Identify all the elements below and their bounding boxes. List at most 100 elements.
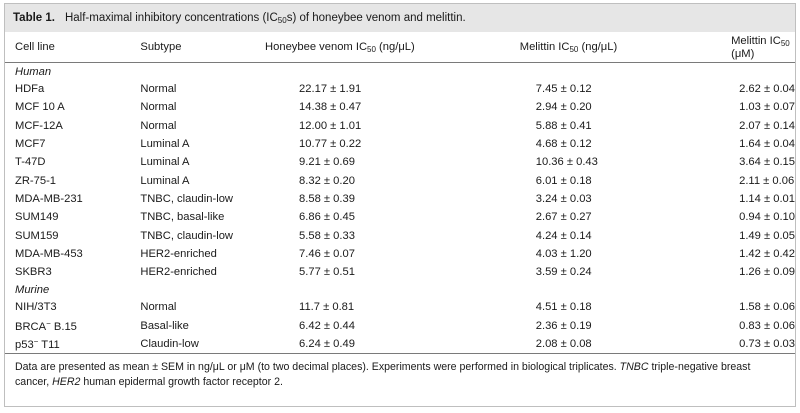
- footnote-tnbc-def: triple-negative breast cancer,: [15, 361, 751, 389]
- cell-line: MCF7: [5, 135, 140, 153]
- cell-line-name: HDFa: [15, 83, 45, 96]
- footnote-her2-def: human epidermal growth factor receptor 2…: [80, 376, 283, 389]
- venom-ic50: 11.7 ± 0.81: [299, 301, 355, 314]
- venom-ic50: 8.58 ± 0.39: [299, 192, 355, 205]
- subtype: HER2-enriched: [140, 266, 217, 279]
- melittin-ic50-um: 1.58 ± 0.06: [739, 301, 795, 314]
- melittin-ic50-um: 0.83 ± 0.06: [739, 319, 795, 332]
- footnote-tnbc: TNBC: [619, 361, 649, 374]
- melittin-ic50-um: 2.07 ± 0.14: [739, 119, 795, 132]
- melittin-ic50-um: 2.62 ± 0.04: [739, 83, 795, 96]
- cell-line: SUM149: [5, 208, 140, 226]
- subtype: Normal: [140, 83, 177, 96]
- header-mel-pre: Melittin IC: [519, 40, 570, 53]
- footnote-text: Data are presented as mean ± SEM in ng/μ…: [15, 361, 620, 374]
- cell-line-name: MCF-12A: [15, 119, 63, 132]
- melittin-ic50: 3.24 ± 0.03: [535, 192, 592, 205]
- subtype: TNBC, claudin-low: [140, 192, 233, 205]
- melittin-ic50: 3.59 ± 0.24: [535, 266, 592, 279]
- caption-post: s) of honeybee venom and melittin.: [286, 11, 466, 24]
- melittin-ic50: 6.01 ± 0.18: [535, 174, 592, 187]
- melittin-ic50: 2.94 ± 0.20: [535, 101, 592, 114]
- table-row: MDA-MB-453 HER2-enriched 7.46 ± 0.07 4.03 ±…: [5, 245, 795, 263]
- cell-line: ZR-75-1: [5, 171, 140, 189]
- cell-line: MCF 10 A: [5, 98, 140, 116]
- melittin-ic50-um: 1.49 ± 0.05: [739, 229, 795, 242]
- header-venom-sub: 50: [367, 44, 376, 54]
- venom-ic50: 12.00 ± 1.01: [299, 119, 362, 132]
- table-row: MCF-12A Normal 12.00 ± 1.01 5.88 ± 0.41 2.07…: [5, 117, 795, 135]
- cell-line-name: SKBR3: [15, 266, 52, 279]
- melittin-ic50: 5.88 ± 0.41: [535, 119, 592, 132]
- table-row: p53− T11 Claudin-low 6.24 ± 0.49 2.08 ± 0.0…: [5, 334, 795, 355]
- header-mel-unit: (ng/μL): [578, 40, 618, 53]
- header-mel-um-unit: (μM): [731, 47, 755, 60]
- subtype: Normal: [140, 301, 177, 314]
- melittin-ic50-um: 1.14 ± 0.01: [739, 192, 795, 205]
- subtype: Basal-like: [140, 319, 189, 332]
- cell-line-name: NIH/3T3: [15, 301, 57, 314]
- table-body: Human HDFa Normal 22.17 ± 1.91 7.45 ± 0.12 2.…: [5, 63, 795, 355]
- subtype: Normal: [140, 101, 177, 114]
- venom-ic50: 6.24 ± 0.49: [255, 334, 490, 355]
- cell-line-name: BRCA: [15, 320, 47, 333]
- header-mel-um-pre: Melittin IC: [731, 34, 781, 47]
- subtype: Normal: [140, 119, 177, 132]
- cell-line: HDFa: [5, 80, 140, 98]
- header-mel-sub: 50: [569, 44, 579, 54]
- melittin-ic50-um: 0.94 ± 0.10: [739, 211, 795, 224]
- subtype: TNBC, basal-like: [140, 211, 225, 224]
- subtype: Luminal A: [140, 174, 190, 187]
- cell-line: SKBR3: [5, 263, 140, 281]
- group-label: Human: [15, 65, 52, 78]
- melittin-ic50-um: 1.26 ± 0.09: [739, 266, 795, 279]
- melittin-ic50-um: 0.73 ± 0.03: [709, 334, 795, 355]
- table-title: Half-maximal inhibitory concentrations (…: [65, 12, 466, 25]
- subtype: Luminal A: [140, 156, 190, 169]
- header-cell-line: Cell line: [5, 32, 141, 63]
- melittin-ic50-um: 1.64 ± 0.04: [739, 138, 795, 151]
- table-label: Table 1.: [13, 12, 55, 24]
- header-venom-unit: (ng/μL): [375, 40, 415, 53]
- venom-ic50: 10.77 ± 0.22: [299, 138, 362, 151]
- cell-line-name: SUM159: [15, 229, 59, 242]
- cell-line: BRCA− B.15: [5, 317, 140, 335]
- cell-line: MDA-MB-231: [5, 190, 140, 208]
- cell-line-sup: −: [33, 337, 39, 346]
- table-row: MDA-MB-231 TNBC, claudin-low 8.58 ± 0.39 3.…: [5, 190, 795, 208]
- caption-sub: 50: [277, 15, 287, 25]
- group-label: Murine: [15, 283, 50, 296]
- table-row: SKBR3 HER2-enriched 5.77 ± 0.51 3.59 ± 0.24…: [5, 263, 795, 281]
- venom-ic50: 5.77 ± 0.51: [299, 266, 355, 279]
- venom-ic50: 5.58 ± 0.33: [299, 229, 355, 242]
- cell-line-name: ZR-75-1: [15, 174, 57, 187]
- melittin-ic50: 10.36 ± 0.43: [535, 156, 598, 169]
- cell-line: SUM159: [5, 226, 140, 244]
- table-row: HDFa Normal 22.17 ± 1.91 7.45 ± 0.12 2.62 ± …: [5, 80, 795, 98]
- cell-line-name: MDA-MB-231: [15, 192, 83, 205]
- header-row: Cell line Subtype Honeybee venom IC50 (n…: [5, 32, 795, 63]
- table-caption: Table 1. Half-maximal inhibitory concent…: [5, 4, 795, 32]
- subtype: Claudin-low: [140, 334, 256, 355]
- header-melittin: Melittin IC50 (ng/μL): [489, 32, 710, 63]
- caption-pre: Half-maximal inhibitory concentrations (…: [64, 11, 278, 24]
- group-row: Human: [5, 63, 795, 81]
- cell-line-suffix: B.15: [50, 320, 77, 333]
- cell-line-name: p53: [15, 339, 34, 351]
- table-row: BRCA− B.15 Basal-like 6.42 ± 0.44 2.36 ± 0.…: [5, 317, 795, 335]
- venom-ic50: 7.46 ± 0.07: [299, 247, 355, 260]
- header-subtype: Subtype: [140, 32, 256, 63]
- melittin-ic50: 4.24 ± 0.14: [535, 229, 592, 242]
- header-melittin-um: Melittin IC50 (μM): [709, 32, 795, 63]
- table-figure: Table 1. Half-maximal inhibitory concent…: [4, 3, 796, 407]
- table-row: T-47D Luminal A 9.21 ± 0.69 10.36 ± 0.43 3.6…: [5, 153, 795, 171]
- venom-ic50: 14.38 ± 0.47: [299, 101, 362, 114]
- venom-ic50: 6.42 ± 0.44: [299, 319, 355, 332]
- header-venom: Honeybee venom IC50 (ng/μL): [255, 32, 490, 63]
- footnote-her2: HER2: [52, 376, 81, 389]
- cell-line: T-47D: [5, 153, 140, 171]
- melittin-ic50: 7.45 ± 0.12: [535, 83, 592, 96]
- cell-line-name: MDA-MB-453: [15, 247, 83, 260]
- cell-line-sup: −: [46, 318, 51, 328]
- cell-line-name: T-47D: [15, 156, 46, 169]
